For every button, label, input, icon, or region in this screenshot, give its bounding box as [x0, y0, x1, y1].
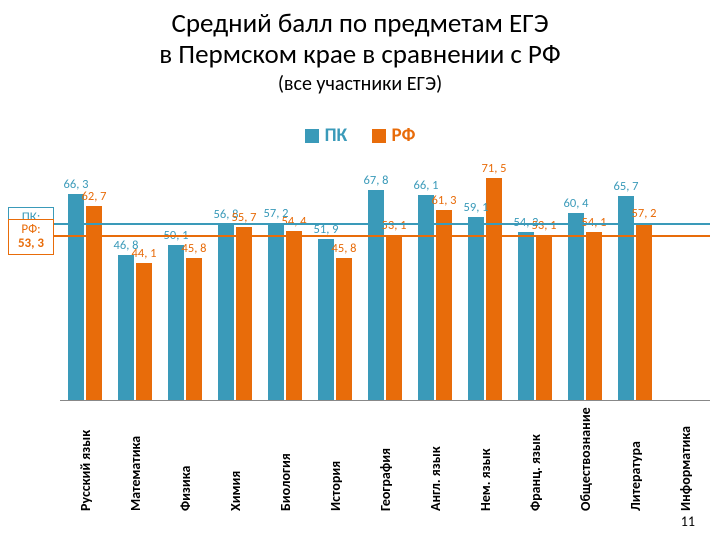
bar-rf — [136, 263, 152, 400]
bar-group: 65, 7 57, 2 — [610, 152, 660, 400]
bar-group: 57, 254, 4 — [260, 152, 310, 400]
bar-rf — [336, 258, 352, 400]
bar-rf — [286, 231, 302, 400]
bar-group: 50, 145, 8 — [160, 152, 210, 400]
title-block: Средний балл по предметам ЕГЭ в Пермском… — [0, 8, 720, 96]
bar-group: 59, 1 71, 5 — [460, 152, 510, 400]
value-label-rf: 53, 1 — [532, 218, 557, 233]
page-number: 11 — [681, 513, 695, 530]
category-label: Обществознание — [577, 406, 594, 511]
ref-line-rf — [50, 235, 710, 237]
category-label: Биология — [277, 406, 294, 511]
bar-pk — [118, 255, 134, 400]
value-label-pk: 59, 1 — [464, 200, 489, 215]
bar-group: 46, 844, 1 — [110, 152, 160, 400]
bar-group: 66, 362, 7 — [60, 152, 110, 400]
category-label: Нем. язык — [477, 406, 494, 511]
bar-pk — [618, 196, 634, 400]
bar-rf — [586, 232, 602, 400]
ref-box-rf-label: РФ: — [11, 223, 51, 237]
legend-label-rf: РФ — [392, 124, 416, 147]
bar-rf — [636, 223, 652, 400]
legend-item-rf: РФ — [372, 124, 416, 147]
ref-box-rf-value: 53, 3 — [11, 237, 51, 251]
swatch-rf — [372, 129, 386, 143]
bar-group: 60, 454, 1 — [560, 152, 610, 400]
bar-group: 67, 8 53, 1 — [360, 152, 410, 400]
bar-group: 51, 945, 8 — [310, 152, 360, 400]
bar-pk — [468, 217, 484, 400]
x-axis — [60, 400, 710, 401]
category-label: Англ. язык — [427, 406, 444, 511]
bar-pk — [518, 232, 534, 400]
title-line-2: в Пермском крае в сравнении с РФ — [0, 39, 720, 70]
bar-pk — [568, 213, 584, 400]
bar-pk — [418, 195, 434, 400]
value-label-pk: 67, 8 — [364, 173, 389, 188]
value-label-rf: 62, 7 — [82, 189, 107, 204]
bar-chart: 66, 362, 746, 844, 150, 145, 856, 855, 7… — [60, 152, 710, 400]
value-label-rf: 53, 1 — [382, 218, 407, 233]
bar-group: 54, 253, 1 — [510, 152, 560, 400]
subtitle: (все участники ЕГЭ) — [0, 72, 720, 96]
category-label: Русский язык — [77, 406, 94, 511]
category-label: Математика — [127, 406, 144, 511]
category-label: Литература — [627, 406, 644, 511]
legend: ПК РФ — [0, 124, 720, 149]
value-label-rf: 44, 1 — [132, 246, 157, 261]
swatch-pk — [305, 129, 319, 143]
bar-rf — [386, 235, 402, 400]
bar-rf — [536, 235, 552, 400]
value-label-rf: 45, 8 — [332, 241, 357, 256]
value-label-rf: 71, 5 — [482, 161, 507, 176]
category-label: Франц. язык — [527, 406, 544, 511]
legend-item-pk: ПК — [305, 124, 348, 147]
value-label-rf: 57, 2 — [632, 206, 657, 221]
bar-rf — [436, 210, 452, 400]
bar-group: 66, 161, 3 — [410, 152, 460, 400]
value-label-pk: 60, 4 — [564, 196, 589, 211]
category-label: Химия — [227, 406, 244, 511]
bar-group — [660, 152, 710, 400]
bar-pk — [168, 245, 184, 400]
category-label: Физика — [177, 406, 194, 511]
bar-pk — [218, 224, 234, 400]
value-label-pk: 66, 1 — [414, 178, 439, 193]
bar-pk — [268, 223, 284, 400]
bar-pk — [318, 239, 334, 400]
category-label: География — [377, 406, 394, 511]
title-line-1: Средний балл по предметам ЕГЭ — [0, 8, 720, 39]
category-label: История — [327, 406, 344, 511]
value-label-rf: 61, 3 — [432, 193, 457, 208]
bar-pk — [68, 194, 84, 400]
value-label-rf: 45, 8 — [182, 241, 207, 256]
ref-line-pk — [50, 223, 710, 225]
value-label-pk: 65, 7 — [614, 179, 639, 194]
ref-box-rf: РФ: 53, 3 — [8, 219, 54, 256]
bar-group: 56, 855, 7 — [210, 152, 260, 400]
legend-label-pk: ПК — [325, 124, 348, 147]
slide: Средний балл по предметам ЕГЭ в Пермском… — [0, 0, 720, 540]
bar-rf — [186, 258, 202, 400]
bar-rf — [236, 227, 252, 400]
category-label: Информатика — [677, 406, 694, 511]
